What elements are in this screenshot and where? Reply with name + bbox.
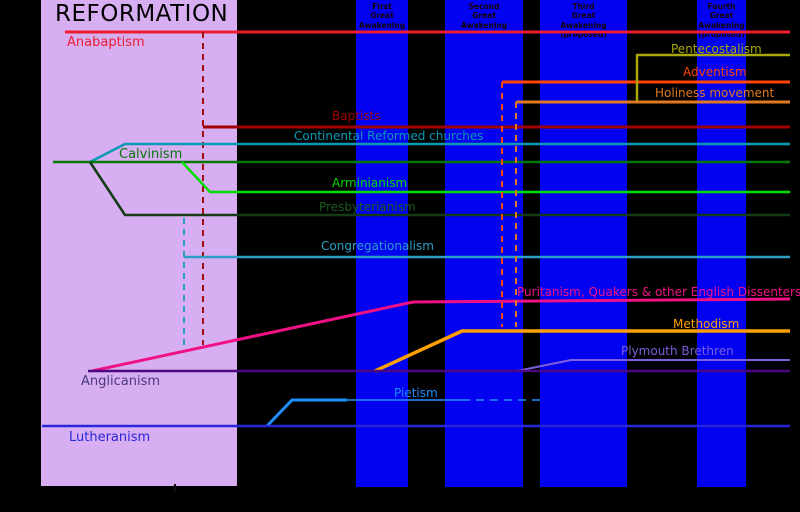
methodism-line bbox=[374, 329, 790, 373]
baptists-label: Baptists bbox=[332, 109, 381, 123]
arminianism-line bbox=[181, 161, 790, 194]
pentecostalism-line bbox=[635, 53, 790, 101]
fourth-great-awakening-bar-label: Fourth Great Awakening (proposed) bbox=[698, 2, 745, 39]
calvinism-label: Calvinism bbox=[119, 147, 183, 162]
reformation-era-box bbox=[41, 0, 237, 486]
anabaptism-label: Anabaptism bbox=[67, 35, 145, 50]
first-great-awakening-bar-label: First Great Awakening bbox=[358, 2, 406, 30]
anglicanism-label: Anglicanism bbox=[81, 374, 161, 389]
pietism-line bbox=[265, 398, 347, 428]
lutheranism-label: Lutheranism bbox=[69, 430, 151, 445]
arminianism-label: Arminianism bbox=[332, 176, 408, 190]
congregationalism-label: Congregationalism bbox=[321, 239, 434, 253]
continental-reformed-label: Continental Reformed churches bbox=[294, 129, 484, 143]
puritanism-label: Puritanism, Quakers & other English Diss… bbox=[517, 285, 800, 299]
plymouth-brethren-label: Plymouth Brethren bbox=[621, 344, 734, 358]
third-great-awakening-bar-label: Third Great Awakening (proposed) bbox=[560, 2, 607, 39]
methodism-label: Methodism bbox=[673, 317, 740, 331]
first-great-awakening-bar: First Great Awakening bbox=[356, 0, 408, 487]
holiness-label: Holiness movement bbox=[655, 86, 775, 100]
presbyterianism-label: Presbyterianism bbox=[319, 200, 416, 214]
plymouth-brethren-line bbox=[516, 359, 790, 372]
pietism-label: Pietism bbox=[394, 386, 438, 400]
puritanism-line bbox=[91, 297, 791, 373]
adventism-label: Adventism bbox=[683, 65, 747, 79]
presbyterianism-line bbox=[88, 161, 790, 217]
pentecostalism-label: Pentecostalism bbox=[671, 42, 762, 56]
page-title: REFORMATION bbox=[55, 1, 229, 27]
continental-reformed-line bbox=[89, 142, 790, 164]
second-great-awakening-bar-label: Second Great Awakening bbox=[460, 2, 508, 30]
